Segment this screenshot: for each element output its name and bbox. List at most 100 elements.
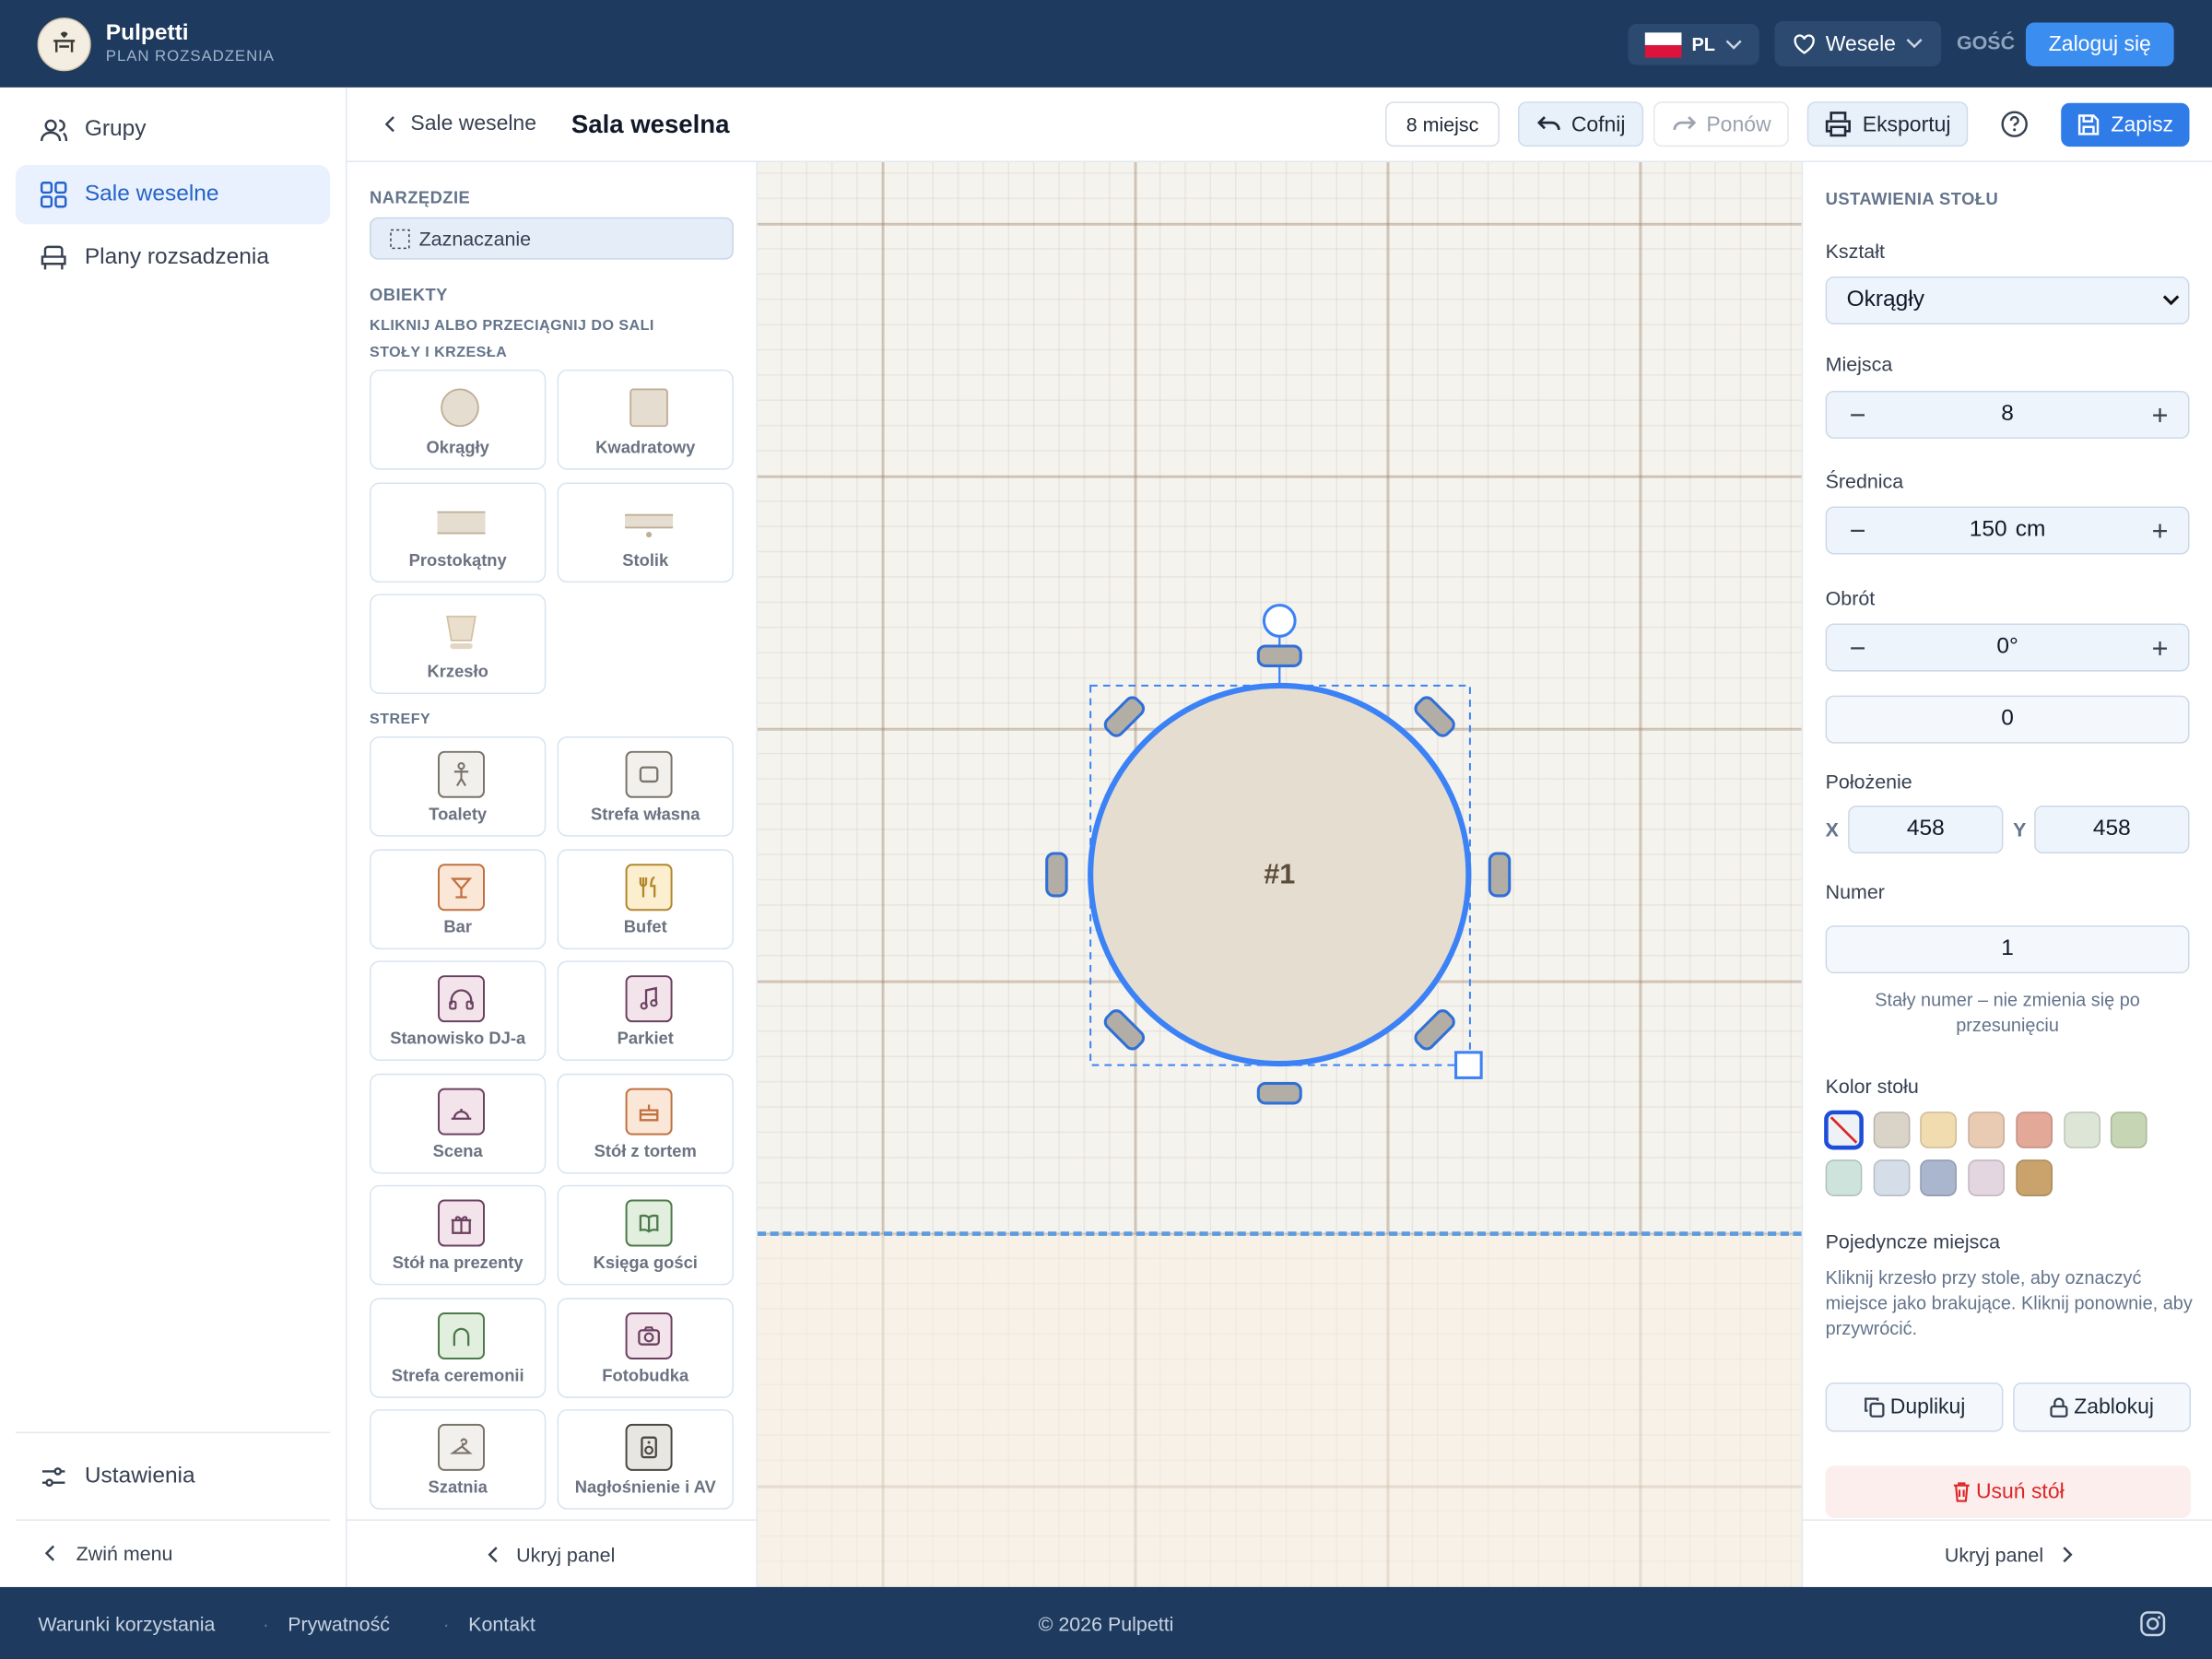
tables-heading: STOŁY I KRZESŁA <box>370 344 508 361</box>
chair[interactable] <box>1488 852 1512 898</box>
color-swatch[interactable] <box>2015 1112 2053 1148</box>
chair[interactable] <box>1045 852 1068 898</box>
rotate-handle[interactable] <box>1262 604 1297 638</box>
x-input[interactable]: 458 <box>1848 805 2004 854</box>
nav-item[interactable]: Plany rozsadzenia <box>16 229 330 288</box>
decrement[interactable]: − <box>1849 633 1866 665</box>
palette-item[interactable]: Księga gości <box>557 1184 734 1286</box>
duplicate-button[interactable]: Duplikuj <box>1825 1382 2004 1432</box>
select-tool[interactable]: Zaznaczanie <box>370 217 734 260</box>
nav-icon <box>41 245 66 270</box>
palette-item[interactable]: Strefa ceremonii <box>370 1297 547 1398</box>
number-label: Numer <box>1825 880 1885 903</box>
redo-label: Ponów <box>1706 112 1771 136</box>
item-icon <box>438 1087 485 1135</box>
footer: © 2026 Pulpetti Warunki korzystania · Pryw… <box>0 1586 2212 1659</box>
chevron-left <box>384 115 394 132</box>
resize-handle[interactable] <box>1454 1051 1483 1079</box>
palette-item[interactable]: Parkiet <box>557 960 734 1062</box>
palette-item[interactable]: Nagłośnienie i AV <box>557 1409 734 1510</box>
color-swatch[interactable] <box>1824 1110 1864 1150</box>
color-swatch[interactable] <box>1968 1159 2006 1196</box>
item-label: Prostokątny <box>408 549 507 570</box>
x-value: 458 <box>1906 817 1945 841</box>
login-button[interactable]: Zaloguj się <box>2025 22 2174 66</box>
footer-link[interactable]: Warunki korzystania <box>38 1612 216 1635</box>
chair[interactable] <box>1102 1008 1147 1053</box>
color-swatch[interactable] <box>2111 1112 2147 1148</box>
palette-item[interactable]: Kwadratowy <box>557 370 734 470</box>
color-swatch[interactable] <box>1873 1159 1910 1196</box>
number-input[interactable]: 1 <box>1825 925 2190 974</box>
export-button[interactable]: Eksportuj <box>1806 101 1969 147</box>
undo-label: Cofnij <box>1571 112 1626 136</box>
help-button[interactable] <box>2000 110 2029 138</box>
nav-item[interactable]: Grupy <box>16 100 330 159</box>
shape-value: Okrągły <box>1846 288 1924 312</box>
palette-item[interactable]: Prostokątny <box>370 481 547 582</box>
guest-label: GOŚĆ <box>1956 30 2016 54</box>
hide-left-panel[interactable]: Ukryj panel <box>347 1519 757 1589</box>
item-icon <box>625 863 673 911</box>
palette-item[interactable]: Bufet <box>557 848 734 949</box>
chair[interactable] <box>1102 695 1147 739</box>
palette-item[interactable]: Krzesło <box>370 594 547 695</box>
chair[interactable] <box>1413 1008 1457 1053</box>
footer-link[interactable]: Kontakt <box>468 1612 535 1635</box>
color-swatch[interactable] <box>2015 1159 2053 1196</box>
event-select[interactable]: Wesele <box>1774 20 1942 66</box>
back-link[interactable]: Sale weselne <box>384 112 536 135</box>
palette-item[interactable]: Bar <box>370 848 547 949</box>
palette-item[interactable]: Stolik <box>557 481 734 582</box>
palette-item[interactable]: Okrągły <box>370 370 547 470</box>
decrement[interactable]: − <box>1849 516 1866 547</box>
increment[interactable]: + <box>2151 516 2169 547</box>
item-label: Stanowisko DJ-a <box>390 1028 526 1049</box>
table-layer: #1 <box>1045 604 1512 1105</box>
delete-button[interactable]: Usuń stół <box>1825 1465 2192 1518</box>
palette-item[interactable]: Scena <box>370 1073 547 1173</box>
color-swatch[interactable] <box>2063 1112 2100 1148</box>
shape-select[interactable]: Okrągły <box>1825 276 2190 325</box>
undo-button[interactable]: Cofnij <box>1517 101 1644 147</box>
lock-label: Zablokuj <box>2074 1394 2155 1419</box>
hide-label: Ukryj panel <box>1944 1543 2044 1566</box>
footer-link[interactable]: Prywatność <box>288 1612 390 1635</box>
palette-item[interactable]: Stół na prezenty <box>370 1184 547 1286</box>
decrement[interactable]: − <box>1849 400 1866 432</box>
collapse-menu[interactable]: Zwiń menu <box>44 1542 172 1564</box>
color-swatch[interactable] <box>1968 1112 2006 1148</box>
palette-item[interactable]: Szatnia <box>370 1409 547 1510</box>
palette-item[interactable]: Fotobudka <box>557 1297 734 1398</box>
hide-right-panel[interactable]: Ukryj panel <box>1803 1519 2212 1588</box>
settings-link[interactable]: Ustawienia <box>16 1447 330 1506</box>
lock-button[interactable]: Zablokuj <box>2013 1382 2192 1432</box>
instagram-link[interactable] <box>2140 1611 2166 1637</box>
chair[interactable] <box>1256 1081 1302 1105</box>
color-swatch[interactable] <box>1920 1112 1958 1148</box>
save-icon <box>2078 114 2100 135</box>
palette-item[interactable]: Strefa własna <box>557 735 734 837</box>
room-canvas[interactable]: #1 <box>757 162 1802 1587</box>
increment[interactable]: + <box>2151 400 2169 432</box>
item-icon <box>446 615 477 650</box>
palette-item[interactable]: Stanowisko DJ-a <box>370 960 547 1062</box>
y-input[interactable]: 458 <box>2034 805 2190 854</box>
save-button[interactable]: Zapisz <box>2061 102 2190 147</box>
hide-label: Ukryj panel <box>516 1543 616 1566</box>
color-swatch[interactable] <box>1920 1159 1958 1196</box>
zones-heading: STREFY <box>370 711 431 728</box>
nav-item[interactable]: Sale weselne <box>15 164 331 224</box>
language-select[interactable]: PL <box>1628 24 1759 65</box>
rotation-input[interactable]: 0 <box>1825 695 2190 744</box>
y-value: 458 <box>2092 817 2131 841</box>
table-1[interactable]: #1 <box>1045 604 1512 1105</box>
chair[interactable] <box>1413 695 1457 739</box>
palette-item[interactable]: Toalety <box>370 735 547 837</box>
increment[interactable]: + <box>2151 633 2169 665</box>
redo-button[interactable]: Ponów <box>1653 101 1789 147</box>
chair[interactable] <box>1256 644 1302 667</box>
palette-item[interactable]: Stół z tortem <box>557 1073 734 1173</box>
color-swatch[interactable] <box>1825 1159 1863 1196</box>
color-swatch[interactable] <box>1873 1112 1910 1148</box>
